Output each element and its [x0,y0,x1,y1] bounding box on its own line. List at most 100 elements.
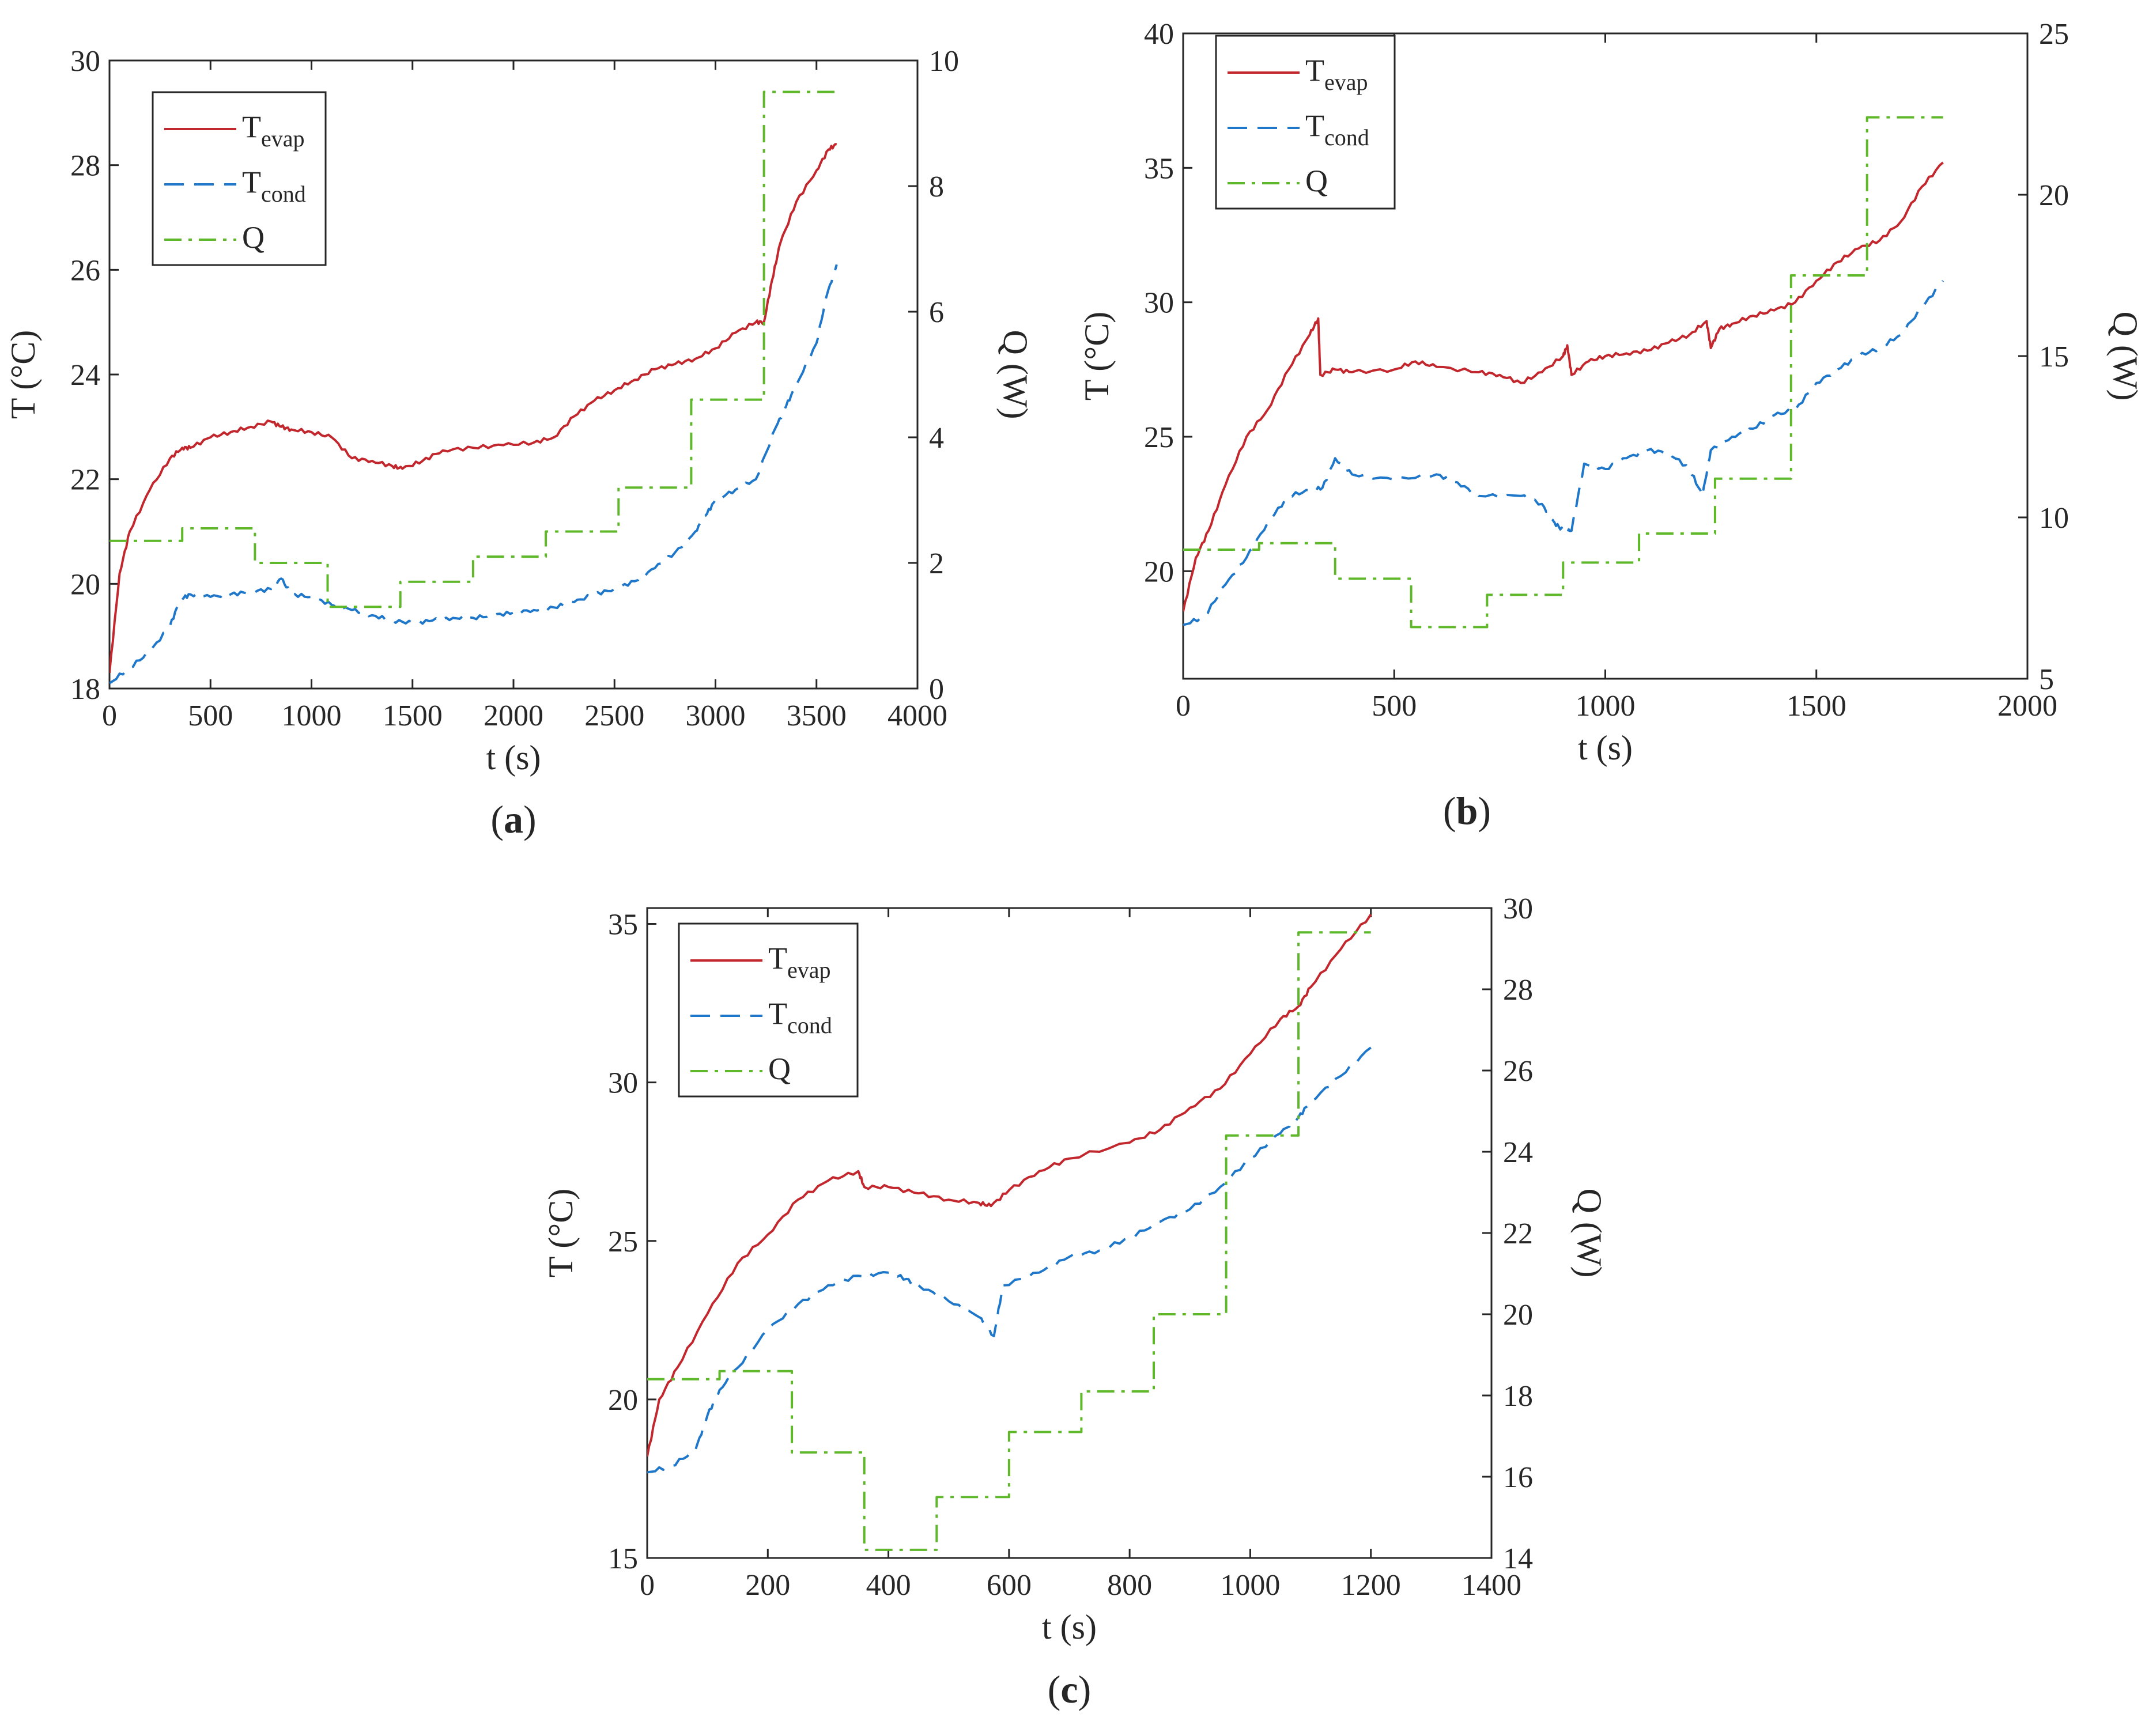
chart-a-ytick-label-6: 30 [70,45,100,78]
chart-b-ytick-label-0: 20 [1144,555,1174,588]
chart-c-ylabel: T (°C) [542,1189,580,1278]
chart-c-legend-main-0: T [768,941,787,975]
chart-b-panel-label-part-0: ( [1443,789,1456,833]
chart-b-panel-label: (b) [1443,789,1491,833]
chart-c-y2tick-label-0: 14 [1503,1542,1533,1575]
chart-a-xtick-label-0: 0 [102,699,117,732]
chart-c-panel-label: (c) [1048,1667,1092,1711]
chart-b-series-tcond [1183,280,1944,626]
chart-a: 0 500 1000 1500 2000 2500 3000 3500 400018202224… [4,45,1034,841]
chart-a-panel-label-part-2: ) [523,797,537,841]
chart-a-panel-label-part-0: ( [490,797,504,841]
chart-a-ytick-label-5: 28 [70,150,100,183]
chart-c-xtick-label-6: 1200 [1341,1569,1401,1602]
chart-c-ytick-label-2: 25 [608,1226,638,1258]
chart-a-series-tcond [109,264,838,684]
chart-b-xtick-label-1: 500 [1372,690,1417,723]
chart-a-y2tick-label-0: 0 [929,673,944,706]
chart-c-xtick-label-1: 200 [745,1569,790,1602]
chart-b-legend-label-2: Q [1305,164,1328,198]
chart-c-y2tick-label-5: 24 [1503,1136,1533,1169]
chart-a-xtick-label-7: 3500 [787,699,847,732]
chart-c-y2tick-label-6: 26 [1503,1055,1533,1088]
chart-c-xtick-label-4: 800 [1107,1569,1152,1602]
chart-c-xtick-label-2: 400 [866,1569,911,1602]
chart-c-y2tick-label-7: 28 [1503,974,1533,1007]
chart-b-legend-main-1: T [1305,108,1324,143]
chart-b-y2tick-label-0: 5 [2039,663,2054,696]
chart-a-legend-main-1: T [242,165,261,199]
chart-b-legend-label-0: Tevap [1305,53,1368,95]
chart-b-series-tevap [1183,161,1944,612]
chart-b-legend-sub-0: evap [1324,69,1368,95]
chart-c-ytick-label-0: 15 [608,1542,638,1575]
chart-b-legend-label-1: Tcond [1305,108,1369,150]
chart-a-y2tick-label-4: 8 [929,171,944,203]
chart-a-legend-main-2: Q [242,220,265,255]
chart-b-y2tick-label-3: 20 [2039,179,2069,212]
chart-c-xtick-label-3: 600 [987,1569,1032,1602]
chart-c-series-q [647,931,1371,1551]
chart-a-legend-label-0: Tevap [242,109,305,152]
chart-b-panel-label-part-1: b [1456,789,1478,833]
chart-a-ytick-label-3: 24 [70,359,100,392]
chart-b-ytick-label-2: 30 [1144,287,1174,320]
chart-a-xlabel: t (s) [486,739,541,777]
chart-b-y2tick-label-2: 15 [2039,341,2069,373]
chart-c-panel-label-part-2: ) [1078,1667,1092,1711]
chart-a-xtick-label-8: 4000 [888,699,947,732]
chart-c-xtick-label-5: 1000 [1220,1569,1280,1602]
chart-c-legend [678,922,859,1098]
chart-c-ytick-label-3: 30 [608,1067,638,1100]
chart-a-legend-sub-1: cond [261,181,306,207]
chart-b-legend-main-2: Q [1305,164,1328,198]
chart-b-y2tick-label-1: 10 [2039,502,2069,535]
chart-a-y2tick-label-1: 2 [929,547,944,580]
chart-c-y2tick-label-4: 22 [1503,1217,1533,1250]
chart-a-xtick-label-4: 2000 [484,699,543,732]
chart-b-xtick-label-4: 2000 [1997,690,2057,723]
chart-a-y2tick-label-5: 10 [929,45,959,78]
chart-a-ylabel: T (°C) [4,330,42,419]
chart-a-legend-label-1: Tcond [242,165,306,207]
chart-a-panel-label: (a) [490,797,536,841]
chart-b-xtick-label-0: 0 [1176,690,1191,723]
chart-a-xtick-label-1: 500 [188,699,233,732]
chart-c-xtick-label-0: 0 [640,1569,655,1602]
chart-b-legend-main-0: T [1305,53,1324,88]
chart-a-legend-sub-0: evap [261,126,305,152]
chart-a-y2label: Q (W) [996,330,1034,419]
chart-b-ylabel: T (°C) [1078,312,1116,401]
chart-a-y2tick-label-3: 6 [929,296,944,329]
chart-c-y2tick-label-1: 16 [1503,1461,1533,1494]
chart-c-y2tick-label-8: 30 [1503,892,1533,925]
chart-a-xtick-label-2: 1000 [282,699,342,732]
chart-b-legend-sub-1: cond [1324,124,1369,150]
chart-a-series-q [109,90,837,608]
chart-b-y2label: Q (W) [2106,312,2144,401]
chart-b-xlabel: t (s) [1578,729,1633,767]
chart-c-legend-sub-0: evap [787,957,831,983]
chart-a-xtick-label-5: 2500 [584,699,644,732]
chart-c-legend-main-1: T [768,996,787,1031]
chart-c-y2tick-label-3: 20 [1503,1299,1533,1332]
chart-b: 0 500 1000 1500 2000 20 25 30 35 40 5 10 15 20 25 t (s)… [1078,18,2144,833]
chart-a-series-tevap [109,143,837,673]
chart-c-ytick-label-1: 20 [608,1384,638,1417]
chart-c-legend-label-1: Tcond [768,996,832,1038]
chart-c-xtick-label-7: 1400 [1462,1569,1521,1602]
chart-a-ytick-label-0: 18 [70,673,100,706]
chart-a-legend [152,91,327,266]
chart-c-y2tick-label-2: 18 [1503,1380,1533,1413]
chart-a-ytick-label-2: 22 [70,464,100,497]
chart-a-y2tick-label-2: 4 [929,422,944,455]
chart-a-legend-main-0: T [242,109,261,144]
chart-c-ytick-label-4: 35 [608,909,638,941]
chart-c-xlabel: t (s) [1042,1608,1097,1646]
chart-c: 0 200 400 600 800 1000 1200 1400 15 20 25 30 35 14 16 1… [542,892,1608,1711]
chart-b-ytick-label-4: 40 [1144,18,1174,51]
chart-a-panel-label-part-1: a [504,797,523,841]
chart-b-xtick-label-3: 1500 [1787,690,1846,723]
